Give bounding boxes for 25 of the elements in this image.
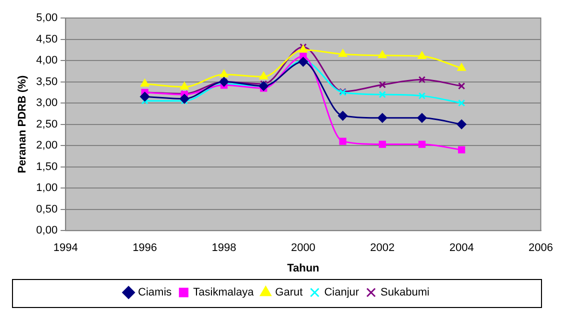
y-tick-label: 0,00 xyxy=(36,224,58,237)
y-tick-label: 3,50 xyxy=(36,76,58,88)
legend-label: Ciamis xyxy=(138,286,172,299)
y-tick-label: 2,00 xyxy=(36,140,58,152)
x-axis-title: Tahun xyxy=(287,262,320,274)
y-tick-label: 4,50 xyxy=(36,33,58,46)
legend-label: Tasikmalaya xyxy=(193,286,255,299)
y-tick-label: 2,50 xyxy=(36,118,58,130)
x-tick-label: 2002 xyxy=(370,242,395,254)
y-tick-label: 1,00 xyxy=(36,182,58,194)
x-tick-label: 1994 xyxy=(53,242,78,254)
x-tick-label: 2000 xyxy=(290,242,316,254)
y-tick-label: 4,00 xyxy=(36,54,58,67)
y-tick-label: 5,00 xyxy=(36,12,58,24)
y-axis-title: Peranan PDRB (%) xyxy=(16,75,29,174)
x-tick-label: 2006 xyxy=(528,242,554,254)
x-tick-label: 1998 xyxy=(212,242,236,254)
x-tick-label: 2004 xyxy=(449,242,474,254)
legend-label: Garut xyxy=(275,286,303,299)
y-tick-label: 0,50 xyxy=(36,203,58,216)
y-tick-label: 1,50 xyxy=(36,160,58,173)
x-tick-label: 1996 xyxy=(132,242,158,254)
legend-label: Sukabumi xyxy=(380,286,430,299)
y-tick-label: 3,00 xyxy=(36,97,58,110)
legend-label: Cianjur xyxy=(324,286,360,299)
